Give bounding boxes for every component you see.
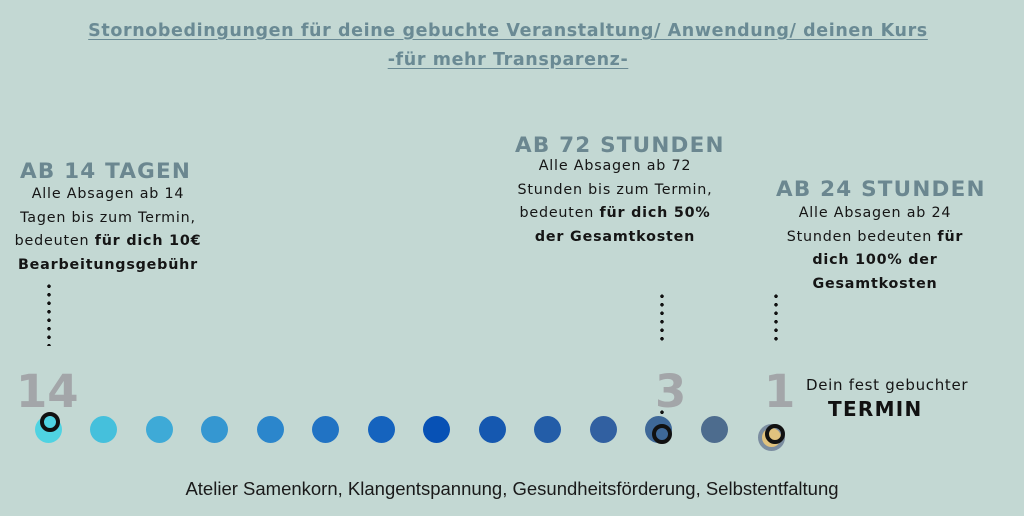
timeline-dot (478, 415, 506, 443)
desc-14-line3: bedeuten für dich 10€ (0, 230, 216, 254)
desc-14-line1: Alle Absagen ab 14 (31, 186, 185, 202)
desc-24-line3: dich 100% der (765, 249, 985, 273)
desc-24-line2: Stunden bedeuten für (765, 226, 985, 250)
timeline-dot (423, 415, 450, 443)
desc-14-line3-pre: bedeuten (14, 233, 95, 250)
timeline-dot (90, 415, 117, 443)
marker-number-3: 3 (655, 365, 687, 418)
timeline-dot (256, 415, 284, 443)
description-24-hours: Alle Absagen ab 24 Stunden bedeuten für … (765, 202, 985, 297)
desc-72-line3-bold: für dich 50% (599, 205, 711, 222)
desc-72-line2: Stunden bis zum Termin, (517, 181, 713, 198)
desc-14-line3-bold: für dich 10€ (94, 233, 202, 250)
ring-marker-1 (765, 424, 785, 444)
desc-24-line4: Gesamtkosten (765, 273, 985, 297)
marker-number-14: 14 (16, 365, 79, 418)
desc-24-line1: Alle Absagen ab 24 (798, 205, 952, 221)
ring-marker-14 (40, 412, 60, 432)
desc-14-line4: Bearbeitungsgebühr (0, 254, 216, 278)
desc-72-line1: Alle Absagen ab 72 (538, 158, 692, 174)
heading-72-hours: AB 72 STUNDEN (515, 133, 725, 158)
timeline-dot (145, 415, 173, 443)
desc-72-line3: bedeuten für dich 50% (505, 202, 725, 226)
description-72-hours: Alle Absagen ab 72 Stunden bis zum Termi… (505, 155, 725, 250)
dotted-connector-1 (774, 292, 778, 344)
desc-24-line3-bold: dich 100% der (812, 252, 938, 269)
page-title-line2: -für mehr Transparenz- (387, 50, 629, 70)
desc-24-line2-pre: Stunden bedeuten (786, 228, 938, 245)
heading-24-hours: AB 24 STUNDEN (776, 177, 986, 202)
ring-marker-3 (652, 424, 672, 444)
desc-24-line2-bold: für (937, 228, 964, 245)
timeline-dot (700, 415, 728, 443)
marker-number-1: 1 (764, 365, 796, 418)
desc-14-line4-bold: Bearbeitungsgebühr (17, 257, 199, 274)
desc-72-line4: der Gesamtkosten (505, 226, 725, 250)
timeline-dot (367, 415, 395, 443)
dotted-connector-14 (47, 282, 51, 346)
termin-label: TERMIN (828, 397, 923, 421)
desc-72-line3-pre: bedeuten (519, 205, 600, 222)
timeline-dot (534, 415, 561, 443)
desc-72-line4-bold: der Gesamtkosten (534, 229, 696, 246)
dotted-connector-3 (660, 292, 664, 344)
page-title-line1: Stornobedingungen für deine gebuchte Ver… (88, 21, 928, 41)
desc-14-line2: Tagen bis zum Termin, (20, 209, 196, 226)
heading-14-days: AB 14 TAGEN (20, 159, 192, 184)
desc-24-line4-bold: Gesamtkosten (812, 276, 938, 293)
timeline-dot (312, 415, 339, 443)
footer-text: Atelier Samenkorn, Klangentspannung, Ges… (185, 478, 839, 499)
timeline-dot (589, 415, 617, 443)
description-14-days: Alle Absagen ab 14 Tagen bis zum Termin,… (0, 183, 216, 278)
termin-caption: Dein fest gebuchter (806, 376, 969, 394)
timeline-dot (201, 415, 228, 443)
